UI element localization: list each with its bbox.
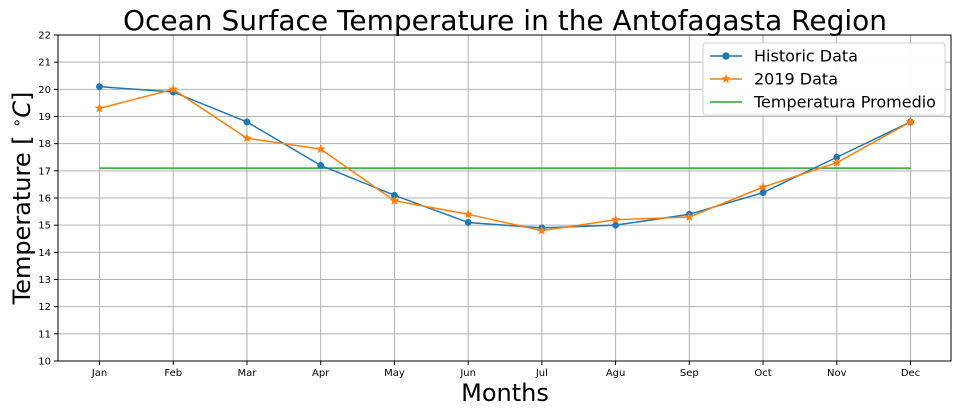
x-tick-label: Mar — [238, 368, 258, 379]
x-tick-label: Feb — [164, 368, 182, 379]
series-2-point — [758, 182, 768, 192]
legend-label-2: 2019 Data — [754, 70, 838, 89]
series-2-point — [463, 209, 473, 219]
series-1-point — [96, 83, 103, 91]
y-tick-label: 17 — [38, 166, 51, 177]
series-2-point — [389, 195, 400, 205]
series-1-point — [612, 221, 620, 229]
series-2-point — [242, 133, 252, 143]
series-2-point — [94, 103, 105, 113]
y-tick-label: 14 — [38, 248, 51, 259]
y-tick-label: 22 — [38, 31, 51, 42]
y-axis-label-part-3: C — [8, 101, 36, 118]
legend: Historic Data 2019 Data Temperatura Promed… — [702, 42, 946, 116]
series-2-point — [905, 116, 916, 126]
series-2-point — [832, 157, 842, 167]
series-1-point — [759, 189, 767, 197]
series-1-point — [243, 118, 251, 126]
y-axis-label-part-2: ∘ — [7, 118, 26, 128]
legend-label-3: Temperatura Promedio — [753, 93, 936, 112]
x-tick-label: Jun — [459, 368, 476, 379]
x-tick-label: Jan — [91, 368, 107, 379]
y-tick-label: 19 — [38, 112, 51, 123]
y-tick-label: 11 — [38, 329, 51, 340]
chart-title: Ocean Surface Temperature in the Antofag… — [123, 4, 887, 37]
y-tick-label: 18 — [38, 139, 51, 150]
series-2-point — [610, 214, 621, 224]
x-tick-label: Nov — [827, 368, 847, 379]
y-axis-label-part-1: Temperature [ — [8, 128, 36, 306]
series-2-point — [537, 225, 547, 235]
series-2-point — [315, 144, 326, 154]
y-tick-label: 21 — [38, 58, 51, 69]
legend-label-1: Historic Data — [754, 47, 858, 66]
x-tick-label: Agu — [606, 368, 626, 379]
legend-marker-2 — [721, 73, 731, 84]
series-1-point — [464, 219, 472, 226]
x-axis-label: Months — [461, 379, 549, 407]
series-2-point — [684, 212, 695, 222]
y-tick-label: 15 — [38, 221, 51, 232]
series-2-point — [168, 84, 178, 94]
tick-layer: Jan Feb Mar Apr May Jun Jul Agu Sep Oct Nov Dec 10 11… — [38, 31, 920, 380]
y-tick-label: 10 — [38, 357, 51, 368]
legend-marker-1 — [722, 52, 730, 60]
x-tick-label: Apr — [312, 368, 330, 379]
series-layer — [94, 83, 916, 235]
y-tick-label: 12 — [38, 302, 51, 313]
y-tick-label: 20 — [38, 85, 51, 96]
series-line-2 — [99, 88, 911, 232]
x-tick-label: May — [384, 368, 405, 379]
legend-box — [702, 42, 946, 116]
series-line-1 — [99, 85, 911, 229]
x-tick-label: Oct — [754, 368, 771, 379]
series-1-point — [317, 161, 325, 169]
x-tick-label: Sep — [680, 368, 699, 379]
y-tick-label: 16 — [38, 194, 51, 205]
y-axis-label: Temperature [ ∘C] — [7, 92, 36, 306]
x-tick-label: Dec — [901, 368, 920, 379]
x-tick-label: Jul — [535, 368, 548, 379]
y-tick-label: 13 — [38, 275, 51, 286]
y-axis-label-part-4: ] — [8, 92, 36, 101]
